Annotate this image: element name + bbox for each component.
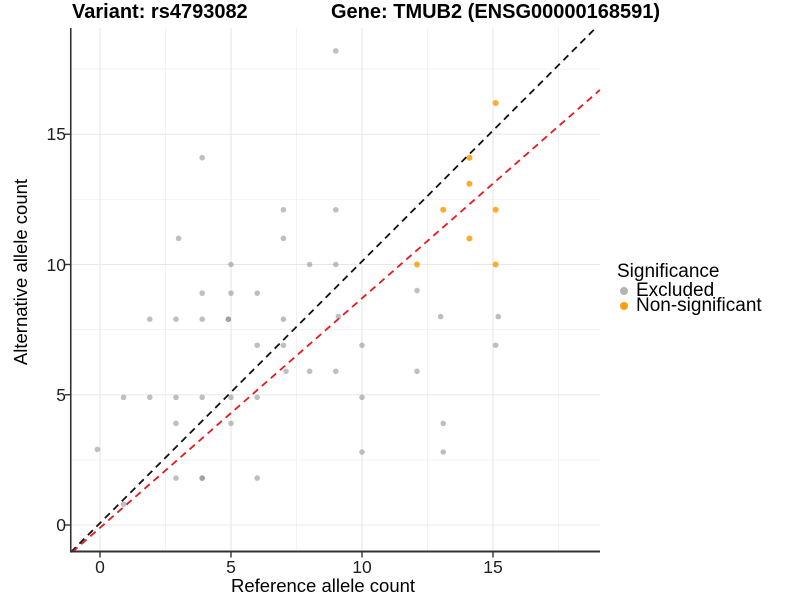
scatter-point-excluded bbox=[254, 394, 260, 401]
y-tick-label: 0 bbox=[56, 515, 66, 535]
legend-item-label: Non-significant bbox=[636, 295, 762, 316]
scatter-point-excluded bbox=[228, 394, 234, 401]
y-axis-title: Alternative allele count bbox=[10, 178, 31, 366]
scatter-point-excluded bbox=[280, 235, 287, 242]
scatter-point-excluded bbox=[359, 342, 365, 349]
gene-title: Gene: TMUB2 (ENSG00000168591) bbox=[331, 1, 661, 23]
scatter-point-excluded bbox=[199, 475, 205, 481]
scatter-point-excluded bbox=[495, 313, 502, 320]
scatter-point-excluded bbox=[199, 154, 205, 161]
scatter-point-excluded bbox=[173, 475, 179, 481]
legend-item-excluded: Excluded bbox=[620, 280, 715, 301]
scatter-point-excluded bbox=[120, 501, 127, 507]
scatter-point-excluded bbox=[414, 287, 420, 294]
scatter-point-excluded bbox=[359, 449, 365, 455]
scatter-point-excluded bbox=[254, 290, 260, 296]
scatter-point-excluded bbox=[333, 261, 339, 268]
scatter-point-excluded bbox=[199, 394, 205, 401]
legend-title: Significance bbox=[617, 261, 720, 282]
scatter-point-excluded bbox=[228, 261, 234, 268]
scatter-point-non-significant bbox=[414, 261, 421, 268]
scatter-point-excluded bbox=[146, 316, 153, 323]
x-tick-label: 5 bbox=[226, 557, 236, 577]
legend-item-non-significant: Non-significant bbox=[620, 295, 762, 316]
scatter-point-excluded bbox=[228, 420, 234, 427]
scatter-point-excluded bbox=[175, 235, 182, 242]
scatter-point-excluded bbox=[492, 342, 499, 349]
scatter-point-excluded bbox=[333, 206, 339, 213]
scatter-point-excluded bbox=[359, 394, 365, 401]
scatter-point-non-significant bbox=[466, 235, 473, 242]
scatter-point-excluded bbox=[283, 368, 289, 375]
scatter-point-excluded bbox=[120, 394, 127, 401]
y-tick-label: 10 bbox=[46, 254, 66, 275]
scatter-point-excluded bbox=[199, 316, 205, 323]
scatter-point-excluded bbox=[254, 475, 260, 481]
scatter-point-excluded bbox=[199, 290, 205, 296]
scatter-point-excluded bbox=[173, 394, 179, 401]
scatter-point-excluded bbox=[280, 316, 287, 323]
scatter-point-excluded bbox=[306, 261, 313, 268]
x-tick-label: 0 bbox=[95, 557, 105, 577]
scatter-point-excluded bbox=[280, 206, 287, 213]
y-tick-label: 5 bbox=[56, 384, 66, 405]
scatter-point-excluded bbox=[280, 342, 287, 349]
scatter-point-excluded bbox=[333, 368, 339, 375]
non-significant-dot-icon bbox=[620, 302, 628, 310]
scatter-point-excluded bbox=[306, 368, 313, 375]
legend-item-label: Excluded bbox=[636, 280, 715, 301]
scatter-point-excluded bbox=[333, 48, 339, 54]
scatter-point-non-significant bbox=[440, 206, 447, 213]
scatter-point-excluded bbox=[146, 394, 153, 401]
scatter-point-excluded bbox=[173, 420, 179, 427]
scatter-point-excluded bbox=[254, 342, 260, 349]
scatter-point-non-significant bbox=[466, 180, 473, 187]
identity-line bbox=[70, 27, 597, 553]
scatter-point-excluded bbox=[440, 420, 447, 427]
regression-line bbox=[71, 89, 601, 553]
scatter-point-excluded bbox=[437, 313, 444, 320]
scatter-point-excluded bbox=[94, 446, 101, 453]
scatter-point-excluded bbox=[414, 368, 420, 375]
x-tick-label: 15 bbox=[483, 557, 503, 577]
scatter-point-excluded bbox=[225, 316, 232, 323]
scatter-point-non-significant bbox=[466, 154, 473, 161]
scatter-point-non-significant bbox=[492, 99, 499, 106]
scatter-point-excluded bbox=[335, 313, 342, 320]
y-tick-label: 15 bbox=[46, 124, 66, 145]
excluded-dot-icon bbox=[620, 287, 628, 295]
x-tick-label: 10 bbox=[352, 557, 372, 577]
x-axis-title: Reference allele count bbox=[230, 575, 416, 596]
scatter-point-non-significant bbox=[492, 206, 499, 213]
scatter-point-excluded bbox=[173, 316, 179, 323]
scatter-point-non-significant bbox=[492, 261, 499, 268]
scatter-point-excluded bbox=[228, 290, 234, 296]
variant-title: Variant: rs4793082 bbox=[72, 1, 248, 23]
scatter-point-excluded bbox=[440, 449, 447, 455]
